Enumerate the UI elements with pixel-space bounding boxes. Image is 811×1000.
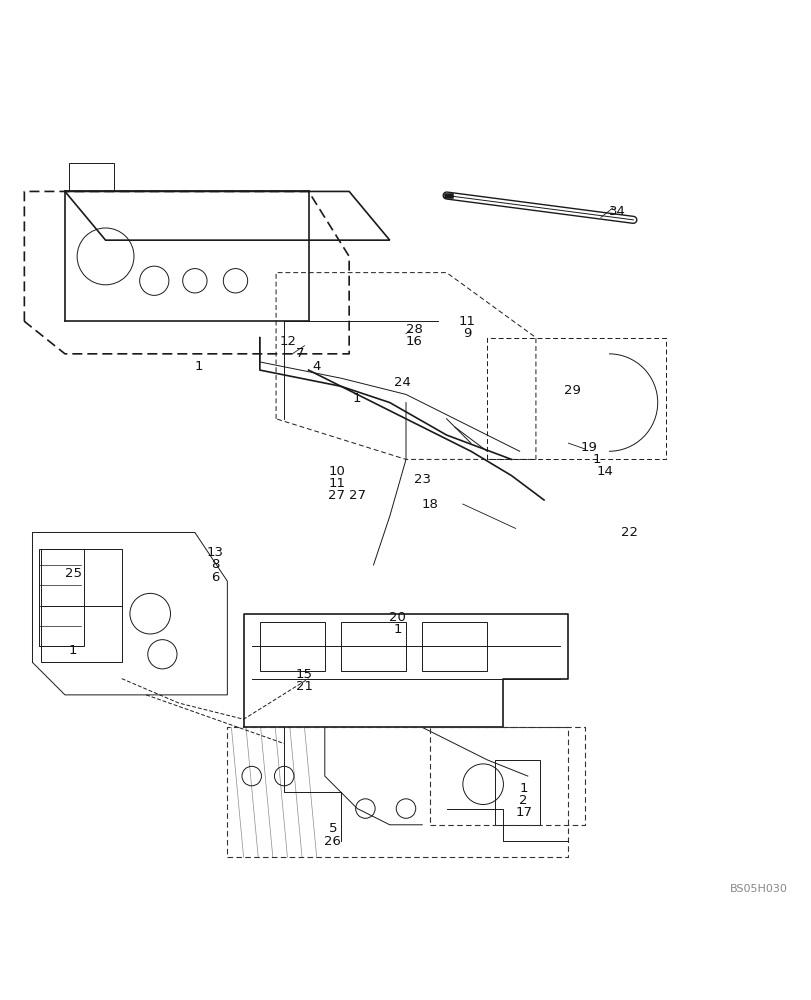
Bar bbox=[41, 549, 122, 662]
Text: BS05H030: BS05H030 bbox=[729, 884, 787, 894]
Text: 26: 26 bbox=[324, 835, 341, 848]
Text: 29: 29 bbox=[564, 384, 580, 397]
Text: 28: 28 bbox=[406, 323, 422, 336]
Text: 15: 15 bbox=[296, 668, 312, 681]
Text: 21: 21 bbox=[296, 680, 312, 693]
Text: 13: 13 bbox=[207, 546, 223, 559]
Text: 5: 5 bbox=[328, 822, 337, 835]
Text: 16: 16 bbox=[406, 335, 422, 348]
Text: 1: 1 bbox=[353, 392, 361, 405]
Text: 19: 19 bbox=[580, 441, 596, 454]
Bar bbox=[69, 163, 114, 191]
Text: 1: 1 bbox=[195, 360, 203, 373]
Bar bbox=[341, 622, 406, 671]
Text: 18: 18 bbox=[422, 498, 438, 511]
Text: 24: 24 bbox=[393, 376, 410, 389]
Text: 22: 22 bbox=[620, 526, 637, 539]
Text: 11: 11 bbox=[328, 477, 345, 490]
Text: 6: 6 bbox=[211, 571, 219, 584]
Text: 27: 27 bbox=[328, 489, 345, 502]
Text: 7: 7 bbox=[296, 347, 304, 360]
Text: 23: 23 bbox=[414, 473, 430, 486]
Text: 25: 25 bbox=[65, 567, 81, 580]
Bar bbox=[495, 760, 539, 825]
Text: 20: 20 bbox=[389, 611, 406, 624]
Text: 1: 1 bbox=[69, 644, 77, 657]
Bar bbox=[260, 622, 324, 671]
Text: 9: 9 bbox=[462, 327, 470, 340]
Text: 14: 14 bbox=[596, 465, 612, 478]
Text: 10: 10 bbox=[328, 465, 345, 478]
Text: 27: 27 bbox=[349, 489, 365, 502]
Text: 4: 4 bbox=[312, 360, 320, 373]
Text: 2: 2 bbox=[519, 794, 527, 807]
Text: 12: 12 bbox=[280, 335, 296, 348]
Bar bbox=[39, 549, 84, 646]
Text: 1: 1 bbox=[519, 782, 527, 795]
Text: 17: 17 bbox=[515, 806, 531, 819]
Text: 1: 1 bbox=[393, 623, 401, 636]
Text: 34: 34 bbox=[608, 205, 624, 218]
Text: 8: 8 bbox=[211, 558, 219, 571]
Text: 11: 11 bbox=[458, 315, 474, 328]
Text: 1: 1 bbox=[592, 453, 600, 466]
Bar bbox=[422, 622, 487, 671]
